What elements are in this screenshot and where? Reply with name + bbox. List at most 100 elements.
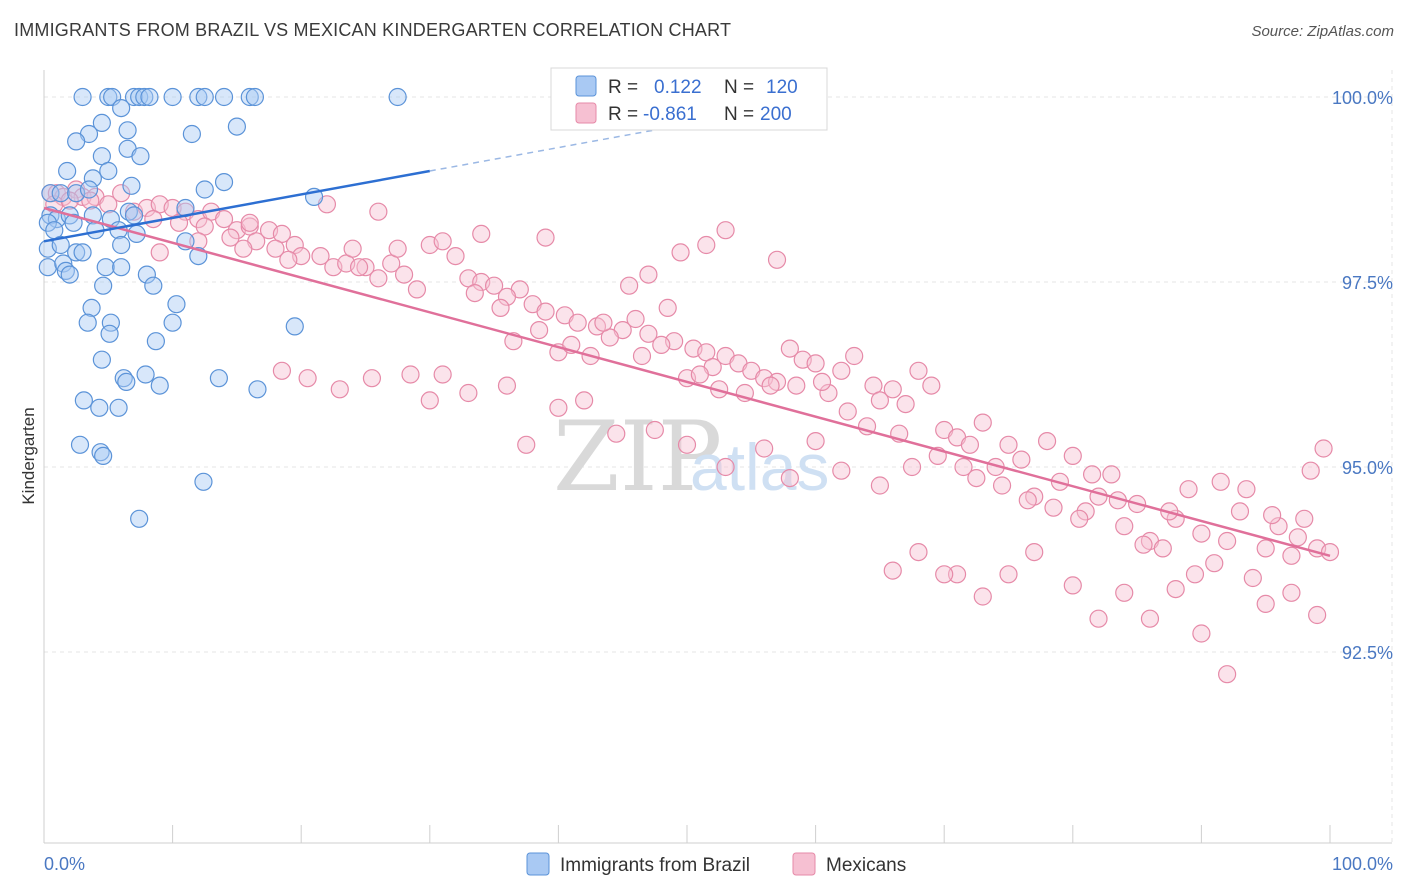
y-tick-label-1: 95.0% [1342, 458, 1393, 478]
brazil-point [124, 206, 144, 225]
brazil-point [94, 446, 113, 465]
mexican-point [845, 346, 864, 366]
brazil-points [38, 87, 407, 528]
brazil-point [122, 176, 141, 195]
brazil-point [51, 235, 70, 255]
mexican-point [446, 247, 465, 266]
mexican-point [240, 213, 259, 232]
mexican-point [298, 369, 317, 388]
mexican-point [1166, 579, 1185, 599]
mexican-point [536, 228, 555, 247]
mexican-point [1192, 624, 1211, 643]
mexican-point [279, 250, 298, 269]
mexican-trend-line [43, 206, 1331, 558]
bottom-legend-brazil-label: Immigrants from Brazil [560, 855, 750, 876]
brazil-point [146, 332, 165, 351]
brazil-point [124, 87, 144, 107]
mexican-point [362, 369, 382, 388]
mexican-point [465, 284, 484, 303]
brazil-point [112, 98, 131, 118]
mexican-point [626, 309, 645, 329]
mexican-point [832, 461, 851, 480]
mexican-point [935, 565, 954, 584]
mexican-point [420, 391, 439, 410]
mexican-point [632, 346, 652, 366]
mexican-point [99, 195, 118, 214]
y-tick-label-0: 92.5% [1342, 643, 1393, 663]
mexican-point [1044, 498, 1063, 517]
mexican-point [1025, 542, 1044, 562]
brazil-point [109, 398, 128, 417]
mexican-point [1288, 528, 1307, 547]
mexican-point [530, 321, 549, 340]
mexican-point [1320, 542, 1340, 562]
source-label: Source: ZipAtlas.com [1251, 23, 1394, 40]
mexican-point [761, 376, 780, 395]
mexican-point [1218, 665, 1237, 684]
brazil-point [245, 87, 265, 107]
mexican-point [369, 269, 388, 288]
bottom-legend-brazil-swatch [526, 852, 550, 876]
mexican-point [922, 376, 941, 395]
brazil-point [73, 243, 92, 262]
mexican-point [999, 565, 1018, 584]
brazil-point [92, 350, 111, 369]
mexican-point [671, 243, 690, 262]
mexican-point [221, 228, 240, 247]
brazil-point [73, 87, 92, 107]
brazil-point [209, 369, 228, 388]
mexican-point [607, 424, 626, 443]
mexican-point [909, 542, 928, 562]
mexican-point [272, 361, 292, 380]
brazil-point [214, 173, 234, 192]
mexican-point [407, 280, 427, 299]
mexican-point [812, 372, 832, 391]
brazil-point [131, 147, 150, 166]
brazil-point [112, 258, 131, 277]
mexican-point [1179, 480, 1198, 499]
brazil-point [227, 117, 246, 136]
y-tick-label-2: 97.5% [1342, 273, 1393, 293]
brazil-point [79, 180, 99, 199]
mexican-point [1211, 472, 1230, 491]
legend-box [550, 67, 828, 131]
mexican-point [716, 457, 735, 477]
mexican-point [1063, 446, 1082, 465]
brazil-point [67, 132, 86, 151]
mexican-point [497, 376, 517, 395]
mexican-point [568, 313, 587, 332]
brazil-point [136, 365, 155, 384]
mexican-point [1140, 609, 1160, 628]
watermark-atlas: atlas [690, 430, 829, 504]
mexican-point [112, 184, 131, 203]
brazil-trend-line [43, 169, 431, 243]
mexican-point [999, 435, 1018, 454]
brazil-point [240, 87, 259, 107]
legend-brazil-swatch [575, 75, 597, 97]
mexican-point [870, 476, 890, 495]
brazil-point [99, 87, 118, 107]
brazil-point [83, 169, 102, 188]
mexican-point [1089, 609, 1108, 628]
brazil-point [130, 87, 149, 107]
legend-brazil-n-value: 120 [766, 77, 798, 98]
brazil-point [150, 376, 169, 395]
series-legend: Immigrants from Brazil Mexicans [526, 852, 906, 876]
mexican-point [459, 383, 478, 403]
brazil-point [60, 265, 79, 284]
mexican-point [330, 380, 349, 399]
mexican-point [954, 457, 973, 477]
mexican-point [497, 287, 517, 306]
mexican-point [517, 435, 536, 454]
brazil-point [130, 509, 149, 528]
bottom-legend-mexican-label: Mexicans [826, 855, 906, 876]
mexican-point [1295, 509, 1314, 528]
brazil-point [144, 276, 163, 295]
mexican-point [819, 383, 838, 403]
brazil-point [41, 184, 60, 203]
mexican-point [787, 376, 806, 395]
mexican-point [838, 402, 857, 421]
watermark-zip: ZIP [553, 401, 722, 513]
mexican-point [902, 457, 922, 477]
y-tick-label-3: 100.0% [1332, 88, 1393, 108]
